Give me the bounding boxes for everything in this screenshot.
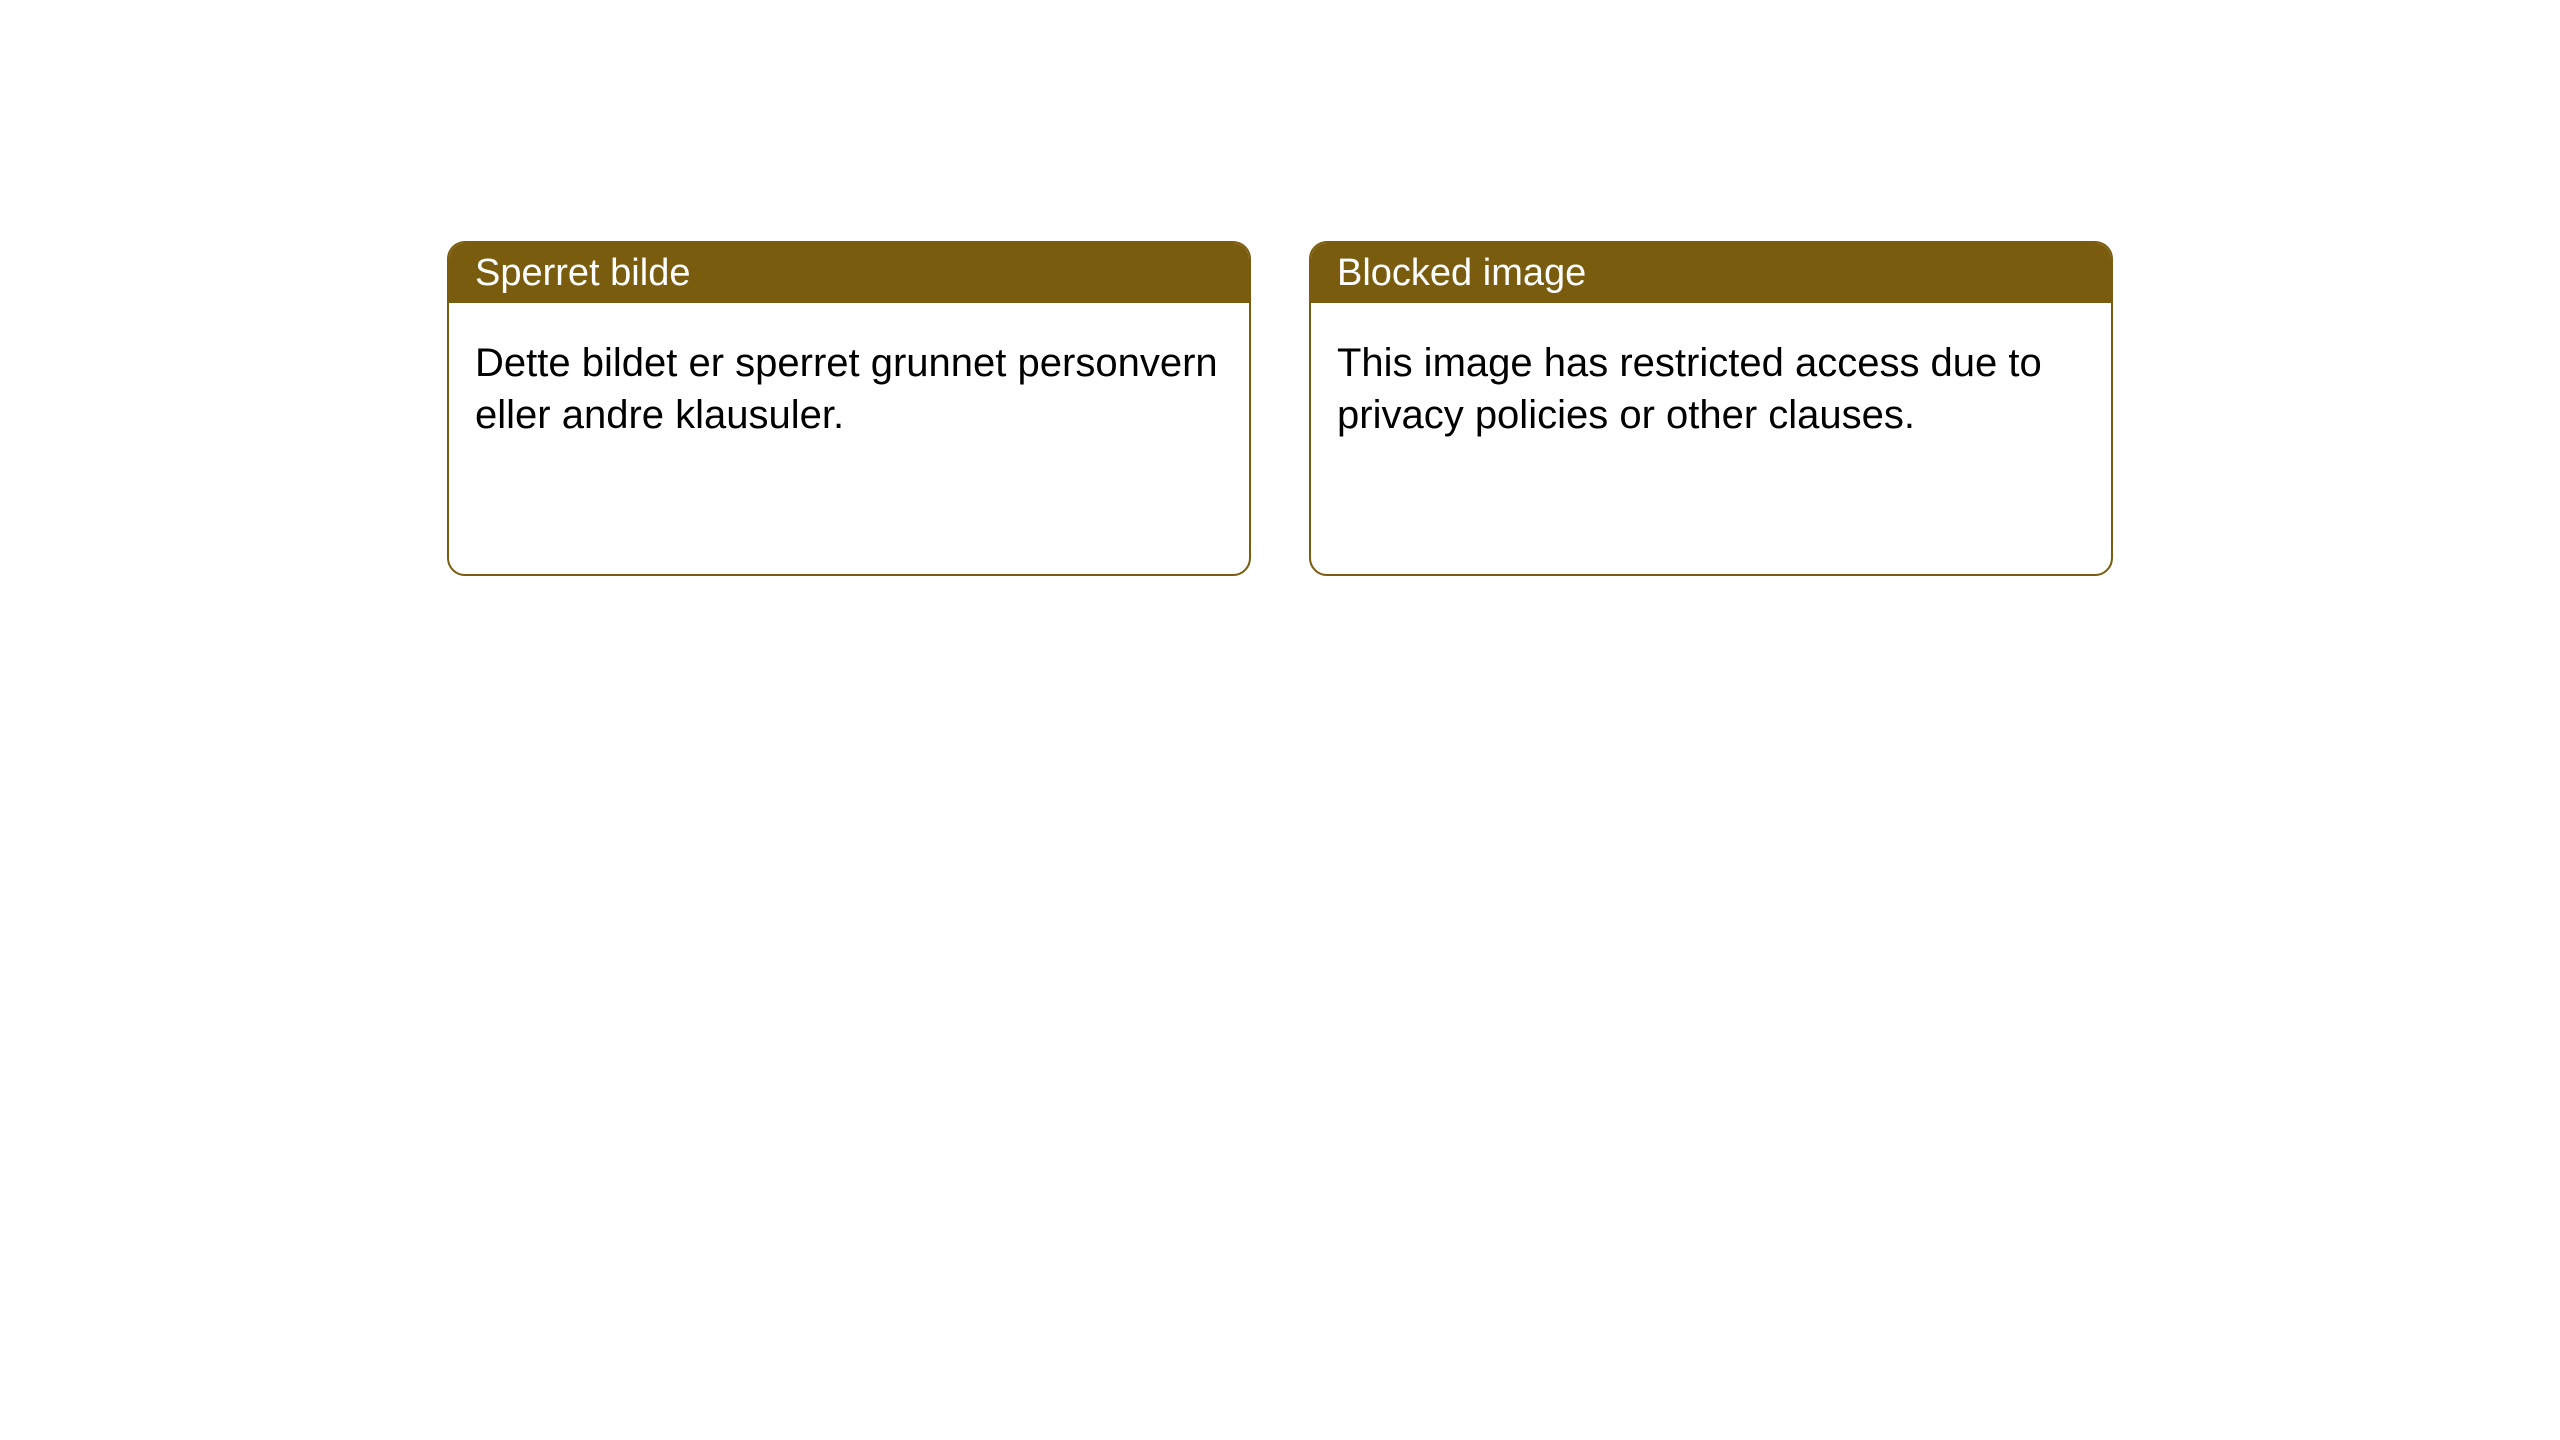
card-body-norwegian: Dette bildet er sperret grunnet personve… (449, 303, 1249, 475)
card-body-text: Dette bildet er sperret grunnet personve… (475, 341, 1218, 437)
card-body-english: This image has restricted access due to … (1311, 303, 2111, 475)
notice-cards-container: Sperret bilde Dette bildet er sperret gr… (0, 241, 2560, 576)
card-header-text: Sperret bilde (475, 252, 690, 295)
card-header-english: Blocked image (1311, 243, 2111, 303)
card-header-norwegian: Sperret bilde (449, 243, 1249, 303)
notice-card-norwegian: Sperret bilde Dette bildet er sperret gr… (447, 241, 1251, 576)
card-header-text: Blocked image (1337, 252, 1586, 295)
notice-card-english: Blocked image This image has restricted … (1309, 241, 2113, 576)
card-body-text: This image has restricted access due to … (1337, 341, 2042, 437)
